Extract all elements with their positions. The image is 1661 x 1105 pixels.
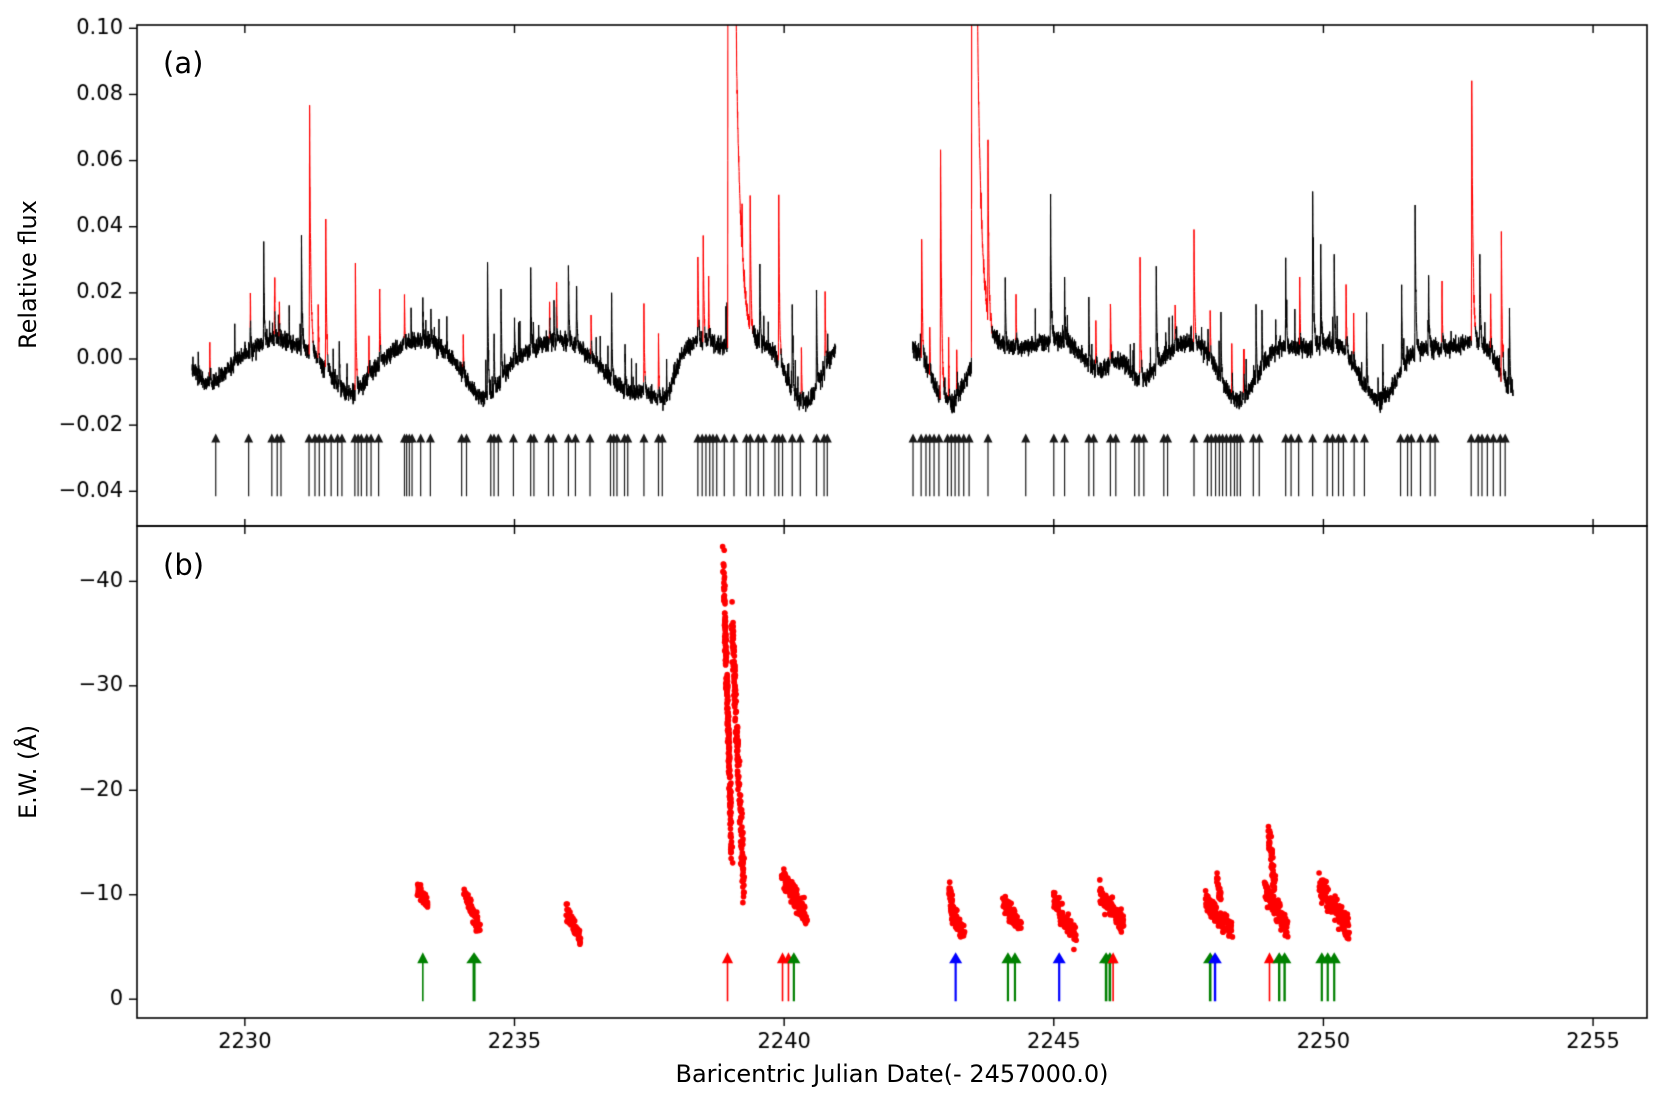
panel-a-label: (a) bbox=[163, 46, 204, 80]
x-axis-label: Baricentric Julian Date(- 2457000.0) bbox=[675, 1060, 1109, 1088]
panel-a-y-axis-label: Relative flux bbox=[14, 200, 42, 350]
panel-b-label: (b) bbox=[163, 548, 205, 582]
panel-b-y-axis-label: E.W. (Å) bbox=[14, 724, 42, 820]
